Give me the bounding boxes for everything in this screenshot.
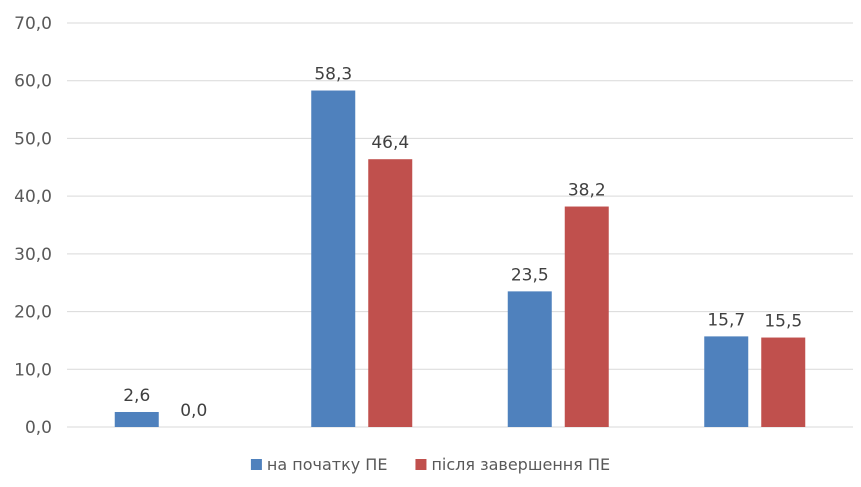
gridlines — [67, 22, 853, 428]
data-label-series-1-category-3: 23,5 — [511, 265, 549, 285]
y-tick-label: 30,0 — [14, 245, 52, 265]
bar-series-2-category-3 — [564, 206, 609, 427]
data-label-series-2-category-3: 38,2 — [568, 181, 606, 201]
legend: на початку ПЕ після завершення ПЕ — [250, 455, 610, 474]
data-label-series-2-category-4: 15,5 — [764, 312, 802, 332]
y-tick-label: 0,0 — [25, 418, 52, 438]
data-labels: 2,6 58,3 23,5 15,7 0,0 46,4 38,2 15,5 — [123, 65, 802, 421]
data-label-series-2-category-1: 0,0 — [180, 401, 207, 421]
legend-swatch-2 — [415, 459, 427, 470]
bar-series-1-category-2 — [311, 90, 356, 428]
y-tick-label: 60,0 — [14, 72, 52, 92]
legend-label-1: на початку ПЕ — [267, 455, 388, 474]
y-axis-ticks: 0,0 10,0 20,0 30,0 40,0 50,0 60,0 70,0 — [14, 14, 52, 438]
bar-series-1-category-1 — [114, 411, 159, 427]
y-tick-label: 10,0 — [14, 360, 52, 380]
data-label-series-1-category-2: 58,3 — [314, 65, 352, 85]
bar-series-1-category-3 — [507, 291, 552, 427]
bar-series-2-category-4 — [761, 337, 806, 427]
bar-series-1-category-4 — [704, 336, 749, 427]
y-tick-label: 20,0 — [14, 303, 52, 323]
bar-series-2-category-2 — [368, 159, 413, 427]
y-tick-label: 40,0 — [14, 187, 52, 207]
legend-label-2: після завершення ПЕ — [431, 455, 610, 474]
y-tick-label: 50,0 — [14, 129, 52, 149]
data-label-series-1-category-4: 15,7 — [707, 310, 745, 330]
data-label-series-1-category-1: 2,6 — [123, 386, 150, 406]
data-label-series-2-category-2: 46,4 — [371, 133, 409, 153]
legend-swatch-1 — [250, 459, 262, 470]
y-tick-label: 70,0 — [14, 14, 52, 34]
bars — [114, 90, 806, 428]
